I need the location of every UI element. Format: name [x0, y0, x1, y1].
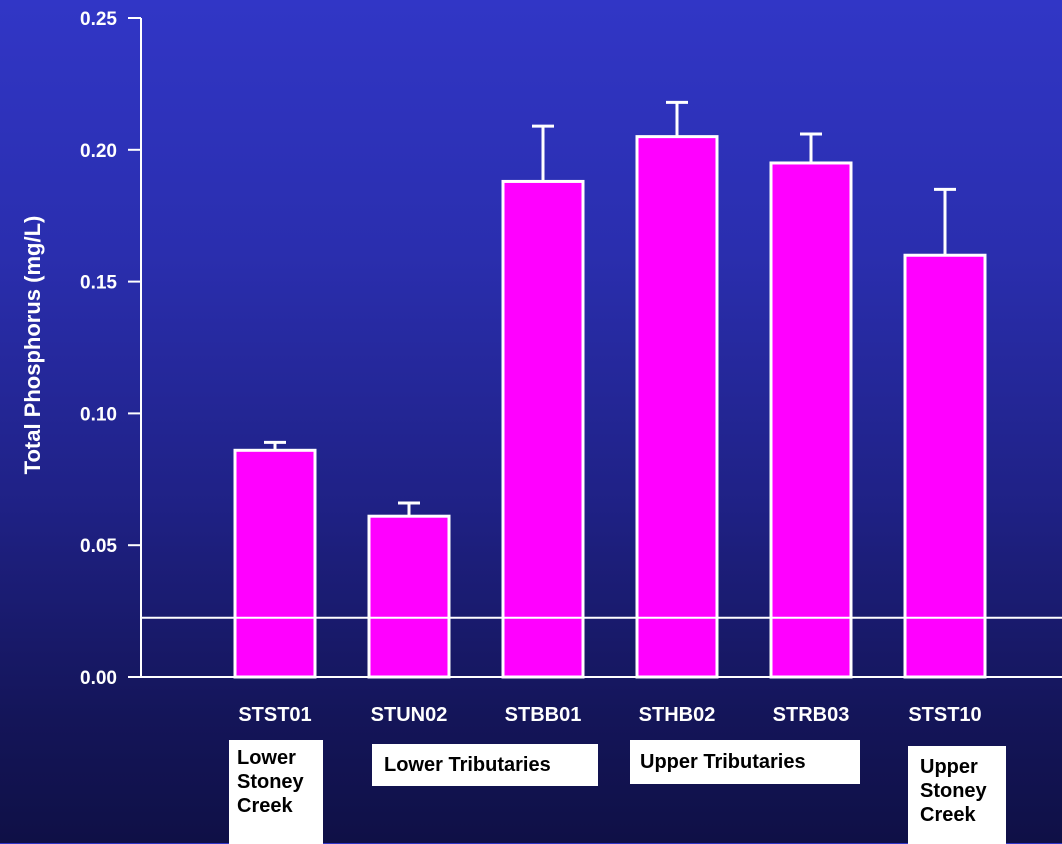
group-label-line: Lower	[237, 747, 296, 769]
group-label-line: Stoney	[237, 771, 304, 793]
y-tick-label: 0.05	[80, 536, 117, 557]
error-bars	[264, 100, 956, 517]
group-label-line: Creek	[237, 795, 293, 817]
x-axis: STST01 STUN02 STBB01 STHB02 STRB03 STST10	[128, 676, 1062, 726]
group-label-lower-tributaries: Lower Tributaries	[372, 744, 598, 786]
group-label-line: Stoney	[920, 780, 987, 802]
y-tick-label: 0.25	[80, 9, 117, 30]
y-tick-label: 0.15	[80, 273, 117, 294]
group-label-line: Upper Tributaries	[640, 751, 806, 773]
group-label-line: Upper	[920, 756, 978, 778]
bar	[769, 161, 853, 679]
bar	[233, 448, 317, 679]
x-tick-label: STUN02	[371, 704, 448, 726]
y-axis: 0.00 0.05 0.10 0.15 0.20 0.25	[80, 9, 142, 689]
group-label-upper-stoney-creek: Upper Stoney Creek	[908, 746, 1006, 844]
group-label-lower-stoney-creek: Lower Stoney Creek	[229, 740, 323, 844]
bars	[233, 135, 987, 679]
group-label-line: Lower Tributaries	[384, 754, 551, 776]
bar	[367, 514, 451, 679]
group-label-upper-tributaries: Upper Tributaries	[630, 740, 860, 784]
bar	[635, 135, 719, 679]
y-tick-label: 0.20	[80, 141, 117, 162]
bar	[903, 253, 987, 679]
x-tick-label: STHB02	[639, 704, 716, 726]
x-tick-label: STRB03	[773, 704, 850, 726]
x-tick-label: STBB01	[505, 704, 582, 726]
y-axis-label: Total Phosphorus (mg/L)	[20, 216, 45, 475]
x-tick-label: STST10	[908, 704, 981, 726]
y-tick-label: 0.10	[80, 404, 117, 425]
group-label-line: Creek	[920, 804, 976, 826]
x-tick-label: STST01	[238, 704, 311, 726]
y-tick-label: 0.00	[80, 668, 117, 689]
bar	[501, 179, 585, 679]
